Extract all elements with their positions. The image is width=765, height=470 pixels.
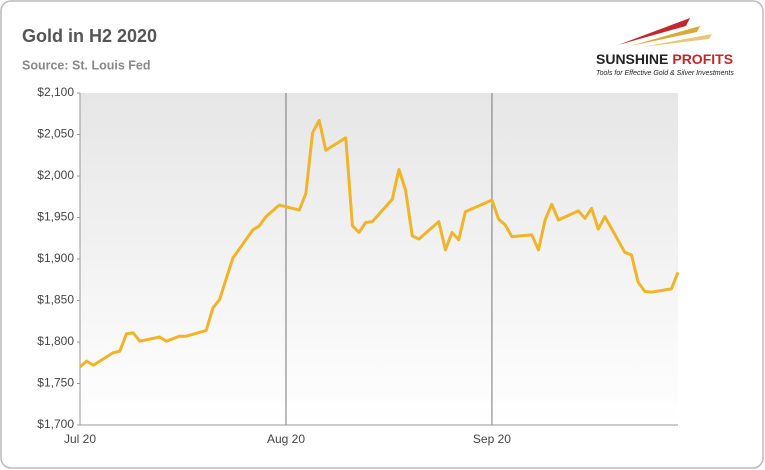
y-tick-label: $1,900 xyxy=(37,251,74,265)
logo-swoosh xyxy=(618,18,690,45)
y-tick-label: $1,750 xyxy=(37,376,74,390)
y-tick-label: $1,850 xyxy=(37,293,74,307)
line xyxy=(79,118,680,369)
x-tick-label: Sep 20 xyxy=(473,432,511,446)
y-tick-label: $1,800 xyxy=(37,334,74,348)
y-tick-label: $2,050 xyxy=(37,127,74,141)
y-tick-label: $1,950 xyxy=(37,210,74,224)
x-tick-label: Jul 20 xyxy=(64,432,96,446)
logo-word: SUNSHINE xyxy=(596,51,668,67)
x-tick-label: Aug 20 xyxy=(267,432,305,446)
y-tick-label: $1,700 xyxy=(37,417,74,431)
y-tick-label: $2,100 xyxy=(37,85,74,99)
logo-word: PROFITS xyxy=(672,51,733,67)
plot-area xyxy=(80,93,678,425)
subtitle: Source: St. Louis Fed xyxy=(22,58,151,72)
chart-title: Gold in H2 2020 xyxy=(22,26,157,46)
logo-swoosh xyxy=(630,26,700,46)
logo-swoosh xyxy=(642,34,712,47)
logo-tagline: Tools for Effective Gold & Silver Invest… xyxy=(596,70,734,77)
logo: SUNSHINE PROFITS Tools for Effective Gold… xyxy=(596,18,734,77)
y-tick-label: $2,000 xyxy=(37,168,74,182)
logo-text: SUNSHINE PROFITS xyxy=(596,51,733,67)
